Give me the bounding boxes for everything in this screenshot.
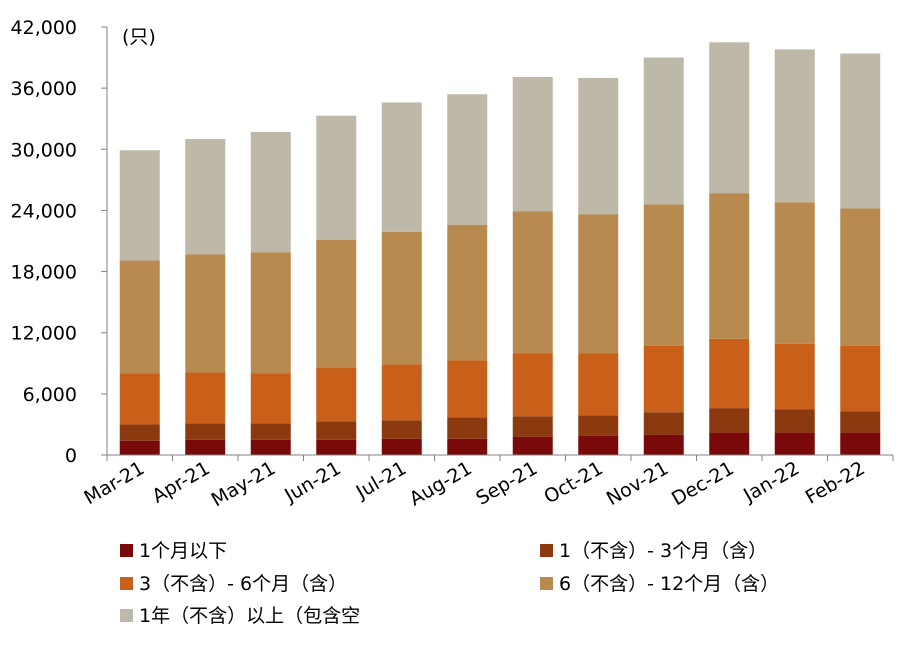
bar-segment: [316, 239, 357, 368]
bar-segment: [381, 438, 422, 455]
x-tick-label: Mar-21: [80, 457, 148, 509]
bar-segment: [512, 353, 553, 417]
bar-segment: [185, 139, 226, 255]
bar-segment: [119, 150, 160, 261]
legend-swatch: [120, 577, 133, 590]
bar-segment: [250, 252, 291, 374]
bar-segment: [774, 202, 815, 344]
bar-segment: [643, 57, 684, 205]
bar-segment: [774, 432, 815, 455]
bar-segment: [185, 372, 226, 424]
bar-segment: [840, 208, 881, 346]
bar-segment: [316, 367, 357, 422]
x-tick-label: Aug-21: [406, 457, 476, 510]
bar-segment: [643, 204, 684, 346]
x-tick-label: Sep-21: [472, 457, 541, 509]
bar-segment: [643, 412, 684, 435]
bar-segment: [381, 102, 422, 232]
y-unit-label: (只): [122, 26, 156, 48]
y-tick-label: 36,000: [11, 78, 77, 100]
bar-segment: [447, 438, 488, 455]
x-tick-label: Apr-21: [148, 457, 213, 507]
legend-label: 3（不含）- 6个月（含）: [139, 573, 347, 595]
bar-segment: [119, 440, 160, 455]
legend-label: 1个月以下: [139, 540, 227, 562]
bar-segment: [250, 439, 291, 455]
bar-segment: [250, 131, 291, 253]
bar-segment: [709, 408, 750, 433]
y-tick-label: 30,000: [11, 139, 77, 161]
legend-swatch: [540, 544, 553, 557]
legend-label: 1年（不含）以上（包含空: [139, 605, 360, 627]
bar-segment: [381, 364, 422, 421]
legend-swatch: [120, 609, 133, 622]
bar-segment: [840, 432, 881, 455]
legend: 1个月以下 1（不含）- 3个月（含） 3（不含）- 6个月（含） 6（不含）- 12…: [120, 540, 779, 627]
bar-segment: [709, 432, 750, 455]
x-tick-label: Jan-22: [739, 457, 803, 507]
bar-segment: [381, 231, 422, 365]
legend-label: 1（不含）- 3个月（含）: [559, 540, 767, 562]
bar-segment: [250, 373, 291, 424]
bar-segment: [447, 224, 488, 361]
bar-segment: [643, 434, 684, 455]
bar-segment: [447, 417, 488, 439]
bar-segment: [185, 254, 226, 373]
bar-segment: [840, 411, 881, 433]
legend-swatch: [120, 544, 133, 557]
bar-segment: [447, 94, 488, 225]
x-tick-label: Dec-21: [668, 457, 738, 510]
x-tick-label: Feb-22: [802, 457, 869, 508]
x-tick-label: Jul-21: [352, 457, 411, 504]
bar-segment: [709, 42, 750, 194]
y-axis: 0 6,000 12,000 18,000 24,000 30,000 36,000 42,0…: [11, 17, 108, 467]
y-tick-label: 42,000: [11, 17, 77, 39]
bar-segment: [578, 415, 619, 436]
bar-segment: [774, 409, 815, 433]
bar-segment: [185, 439, 226, 455]
bar-segment: [185, 423, 226, 440]
bar-segment: [578, 77, 619, 215]
bar-segment: [643, 345, 684, 413]
bar-segment: [119, 260, 160, 374]
y-tick-label: 6,000: [23, 384, 77, 406]
bar-segment: [840, 53, 881, 209]
y-tick-label: 0: [65, 445, 77, 467]
bar-segment: [512, 436, 553, 455]
bar-segment: [578, 214, 619, 354]
bar-segment: [774, 343, 815, 410]
bar-segment: [578, 353, 619, 416]
bar-segment: [578, 435, 619, 455]
bar-segment: [119, 373, 160, 425]
y-tick-label: 24,000: [11, 200, 77, 222]
x-tick-label: Nov-21: [603, 457, 673, 510]
bar-segment: [709, 338, 750, 409]
bar-segment: [774, 49, 815, 203]
bar-segment: [316, 115, 357, 240]
bar-segment: [316, 421, 357, 440]
bar-segment: [250, 423, 291, 440]
y-tick-label: 18,000: [11, 262, 77, 284]
bars-group: [119, 42, 881, 455]
bar-segment: [447, 360, 488, 418]
legend-swatch: [540, 577, 553, 590]
bar-segment: [512, 211, 553, 354]
x-tick-label: May-21: [208, 457, 280, 511]
bar-segment: [316, 439, 357, 455]
bar-segment: [512, 416, 553, 437]
x-tick-label: Oct-21: [540, 457, 606, 508]
bar-segment: [840, 345, 881, 412]
bar-segment: [119, 424, 160, 441]
bar-segment: [512, 76, 553, 212]
y-tick-label: 12,000: [11, 323, 77, 345]
bar-segment: [381, 420, 422, 439]
legend-label: 6（不含）- 12个月（含）: [559, 573, 779, 595]
x-tick-label: Jun-21: [280, 457, 344, 507]
bar-segment: [709, 193, 750, 339]
